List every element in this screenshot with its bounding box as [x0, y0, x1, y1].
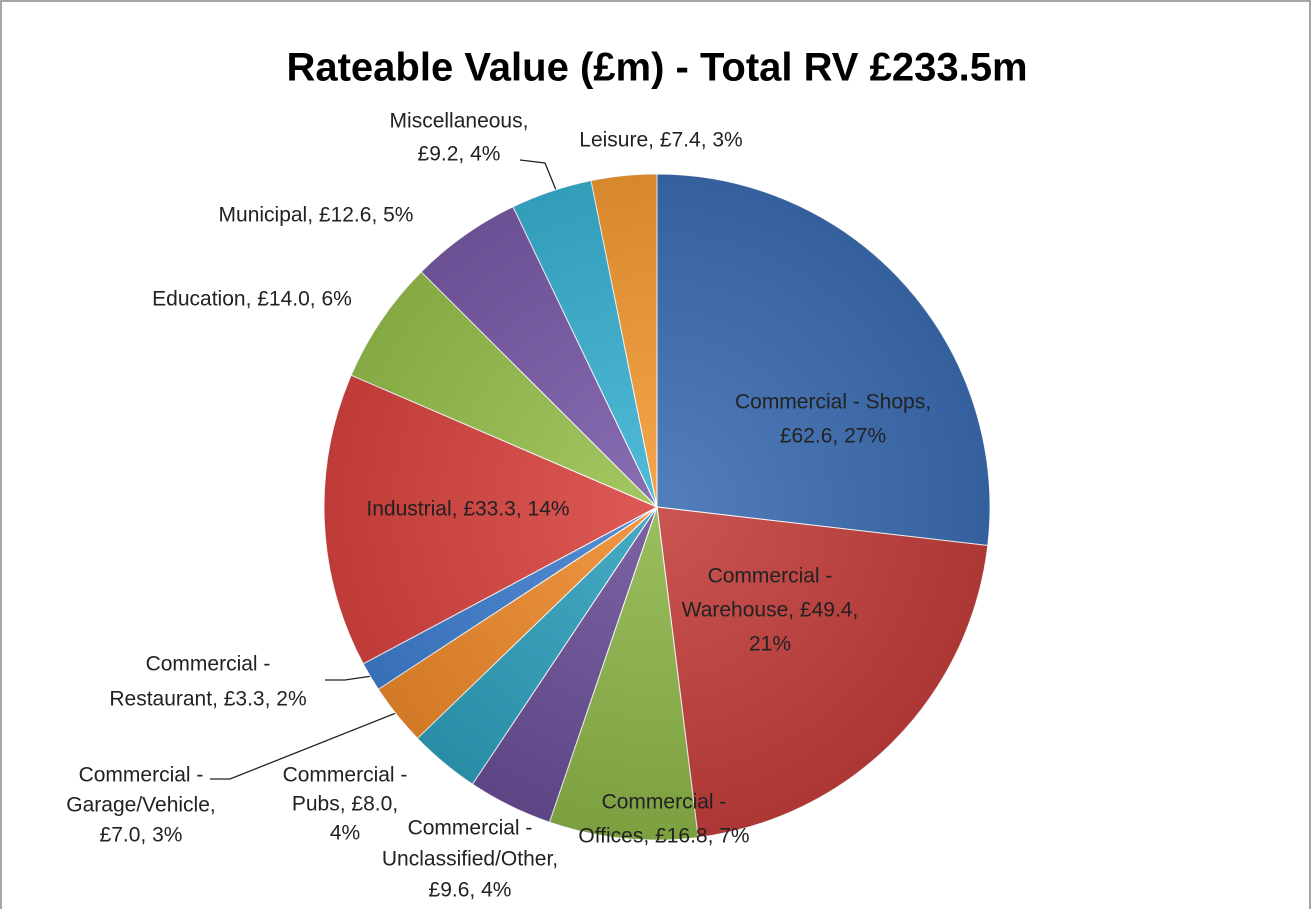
- data-label: Commercial -: [79, 764, 204, 787]
- data-label: Leisure, £7.4, 3%: [579, 129, 742, 152]
- data-label: Offices, £16.8, 7%: [578, 825, 749, 848]
- data-label: Commercial -: [708, 565, 833, 588]
- data-label: £9.2, 4%: [418, 143, 501, 166]
- data-label: Pubs, £8.0,: [292, 793, 398, 816]
- data-label: Commercial -: [283, 764, 408, 787]
- data-label: Commercial - Shops,: [735, 391, 931, 414]
- data-label: £7.0, 3%: [100, 824, 183, 847]
- data-label: £9.6, 4%: [429, 879, 512, 902]
- data-label: Education, £14.0, 6%: [152, 288, 352, 311]
- data-label: Commercial -: [602, 791, 727, 814]
- data-label: Restaurant, £3.3, 2%: [109, 688, 306, 711]
- data-label: Miscellaneous,: [390, 110, 529, 133]
- data-label: Unclassified/Other,: [382, 848, 558, 871]
- data-label: 4%: [330, 822, 360, 845]
- data-label: Garage/Vehicle,: [66, 794, 215, 817]
- data-label: Warehouse, £49.4,: [682, 599, 859, 622]
- data-label: Commercial -: [408, 817, 533, 840]
- data-label: £62.6, 27%: [780, 425, 886, 448]
- chart-title: Rateable Value (£m) - Total RV £233.5m: [286, 46, 1027, 90]
- data-label: Industrial, £33.3, 14%: [366, 498, 569, 521]
- data-label: Commercial -: [146, 653, 271, 676]
- data-label: 21%: [749, 633, 791, 656]
- data-label: Municipal, £12.6, 5%: [219, 204, 414, 227]
